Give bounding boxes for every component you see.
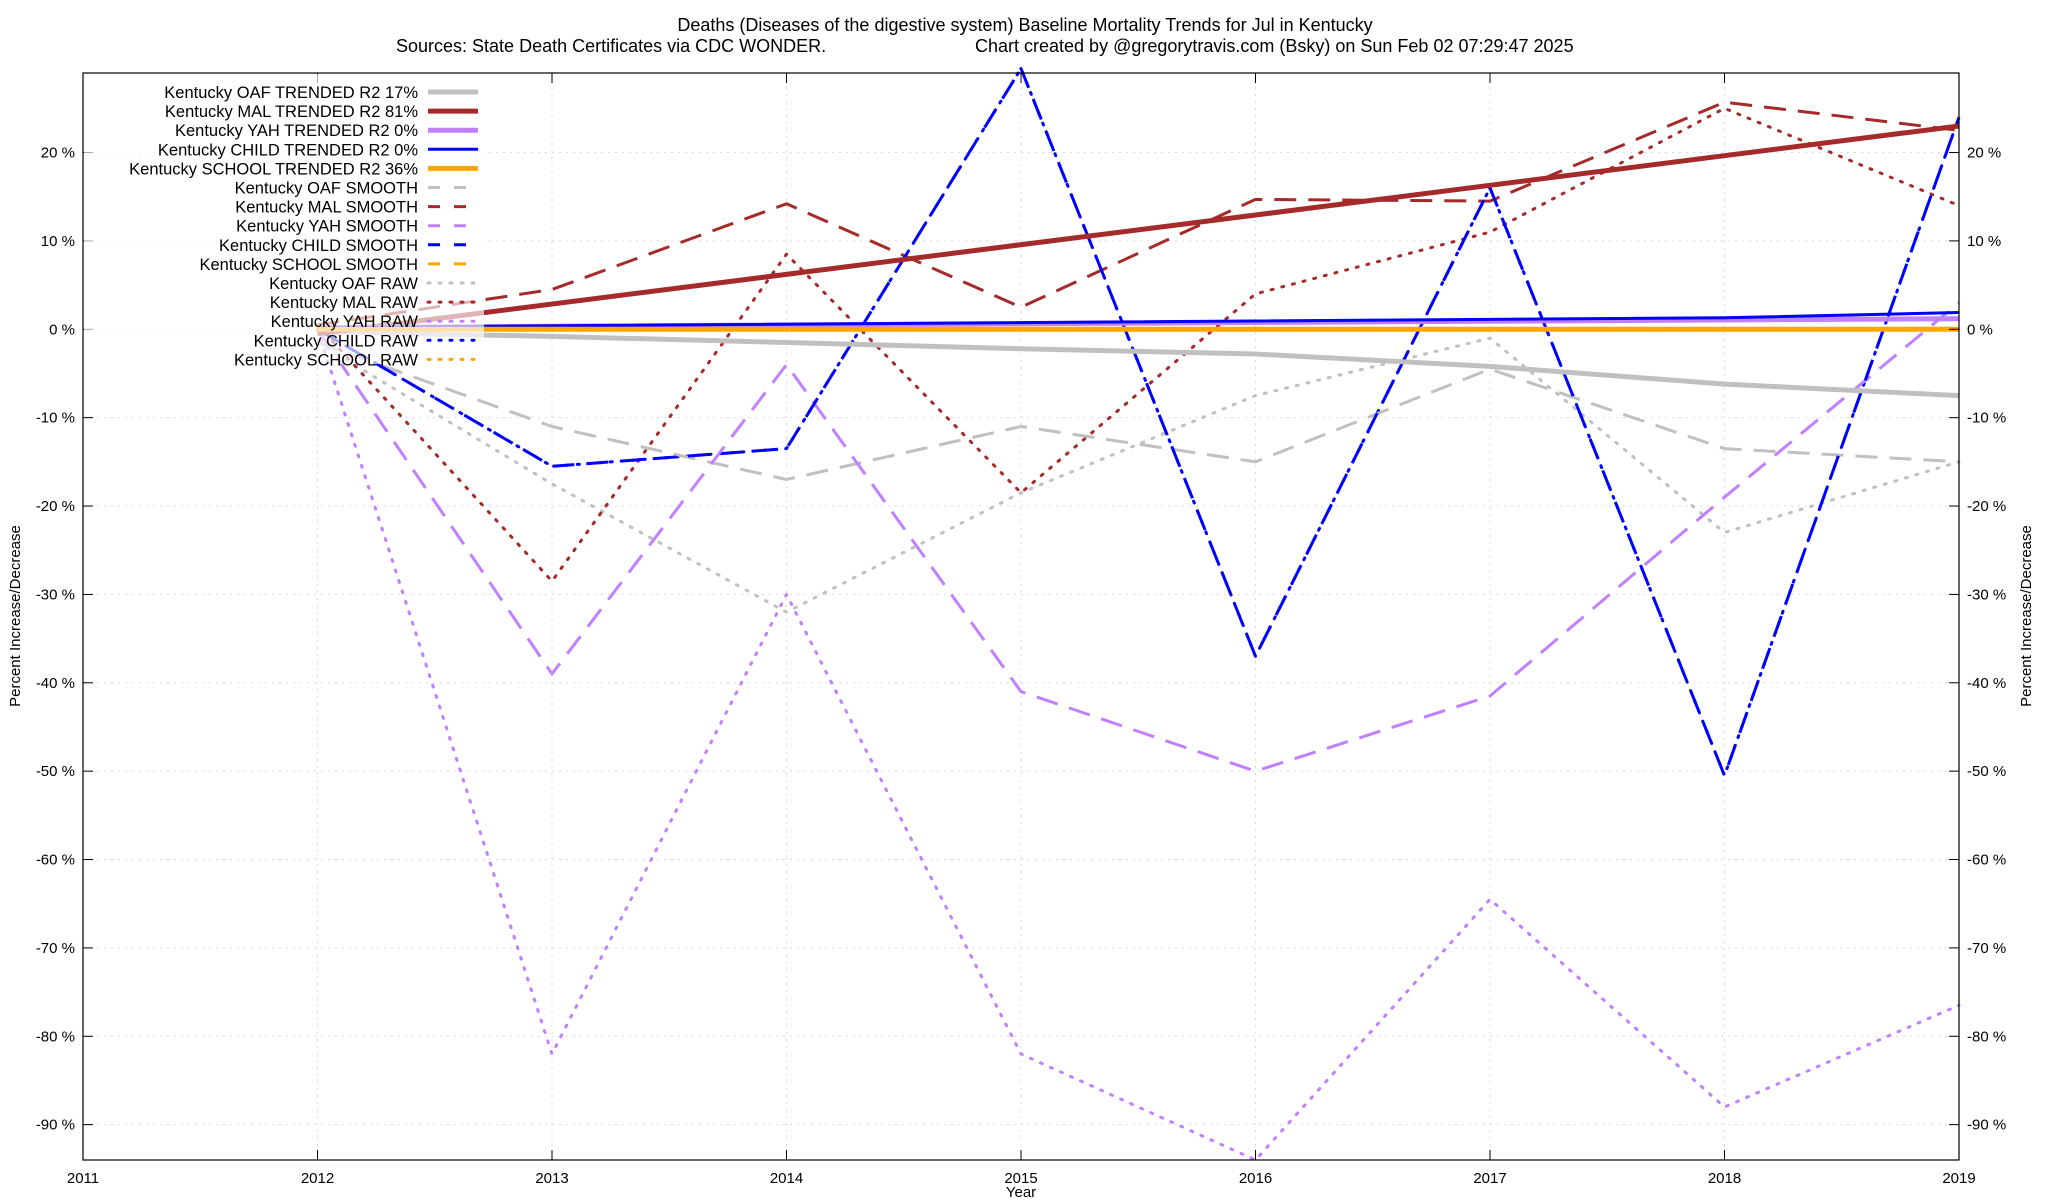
y-tick-label-left: -60 % [36,852,75,869]
y-axis-label-left: Percent Increase/Decrease [7,525,24,707]
legend-label: Kentucky OAF SMOOTH [235,180,418,198]
series-lines [316,67,1961,1162]
legend-label: Kentucky YAH TRENDED R2 0% [175,122,418,140]
chart-subtitle-credit: Chart created by @gregorytravis.com (Bsk… [975,36,1574,56]
x-tick-label: 2018 [1708,1170,1741,1187]
y-tick-label-right: -10 % [1967,410,2006,427]
legend-label: Kentucky OAF RAW [269,275,418,293]
legend-label: Kentucky YAH SMOOTH [236,218,418,236]
legend-label: Kentucky YAH RAW [271,313,419,331]
axis-ticks: 20 % 20 % 10 % 10 % 0 % 0 % -10 % -10 % -20 % -20… [36,73,2006,1187]
y-tick-label-left: -50 % [36,763,75,780]
x-tick-label: 2019 [1942,1170,1975,1187]
legend-label: Kentucky MAL SMOOTH [235,199,418,217]
x-tick-label: 2012 [301,1170,334,1187]
y-tick-label-right: 20 % [1967,145,2001,162]
y-tick-label-right: -20 % [1967,498,2006,515]
legend-label: Kentucky CHILD TRENDED R2 0% [158,141,418,159]
x-axis-label: Year [1006,1184,1036,1200]
y-tick-label-left: 10 % [41,233,75,250]
y-tick-label-right: -80 % [1967,1028,2006,1045]
series-line [316,336,1961,614]
legend-label: Kentucky CHILD RAW [254,332,419,350]
legend-label: Kentucky MAL RAW [270,294,419,312]
chart-subtitle-source: Sources: State Death Certificates via CD… [396,36,826,56]
y-tick-label-left: -30 % [36,586,75,603]
y-tick-label-left: -90 % [36,1117,75,1134]
y-tick-label-left: -80 % [36,1028,75,1045]
legend-label: Kentucky SCHOOL TRENDED R2 36% [129,160,418,178]
y-axis-label-right: Percent Increase/Decrease [2018,525,2035,707]
series-line [316,301,1960,773]
y-tick-label-right: -40 % [1967,675,2006,692]
y-tick-label-left: -10 % [36,410,75,427]
x-tick-label: 2017 [1473,1170,1506,1187]
legend-label: Kentucky MAL TRENDED R2 81% [165,103,418,121]
series-line [317,329,1960,399]
y-tick-label-left: -40 % [36,675,75,692]
y-tick-label-left: 0 % [49,321,75,338]
y-tick-label-right: 0 % [1967,321,1993,338]
y-tick-label-left: -20 % [36,498,75,515]
x-tick-label: 2011 [67,1170,99,1187]
x-tick-label: 2016 [1239,1170,1272,1187]
legend-label: Kentucky CHILD SMOOTH [219,237,418,255]
series-line [316,341,1960,481]
y-tick-label-left: -70 % [36,940,75,957]
chart-title: Deaths (Diseases of the digestive system… [677,15,1372,35]
legend: Kentucky OAF TRENDED R2 17%Kentucky MAL … [129,84,480,369]
y-tick-label-right: 10 % [1967,233,2001,250]
legend-label: Kentucky SCHOOL SMOOTH [199,256,418,274]
x-tick-label: 2013 [535,1170,568,1187]
series-line [317,100,1960,327]
legend-background [84,74,484,364]
y-tick-label-right: -70 % [1967,940,2006,957]
series-line [317,311,1960,329]
series-line [316,67,1961,778]
y-tick-label-left: 20 % [41,145,75,162]
y-tick-label-right: -50 % [1967,763,2006,780]
y-tick-label-right: -60 % [1967,852,2006,869]
legend-label: Kentucky OAF TRENDED R2 17% [164,84,418,102]
y-tick-label-right: -30 % [1967,586,2006,603]
series-line [316,327,1961,1162]
legend-label: Kentucky SCHOOL RAW [234,351,418,369]
x-tick-label: 2014 [770,1170,803,1187]
x-tick-label: 2015 [1004,1170,1037,1187]
series-line [317,123,1960,337]
y-tick-label-right: -90 % [1967,1117,2006,1134]
